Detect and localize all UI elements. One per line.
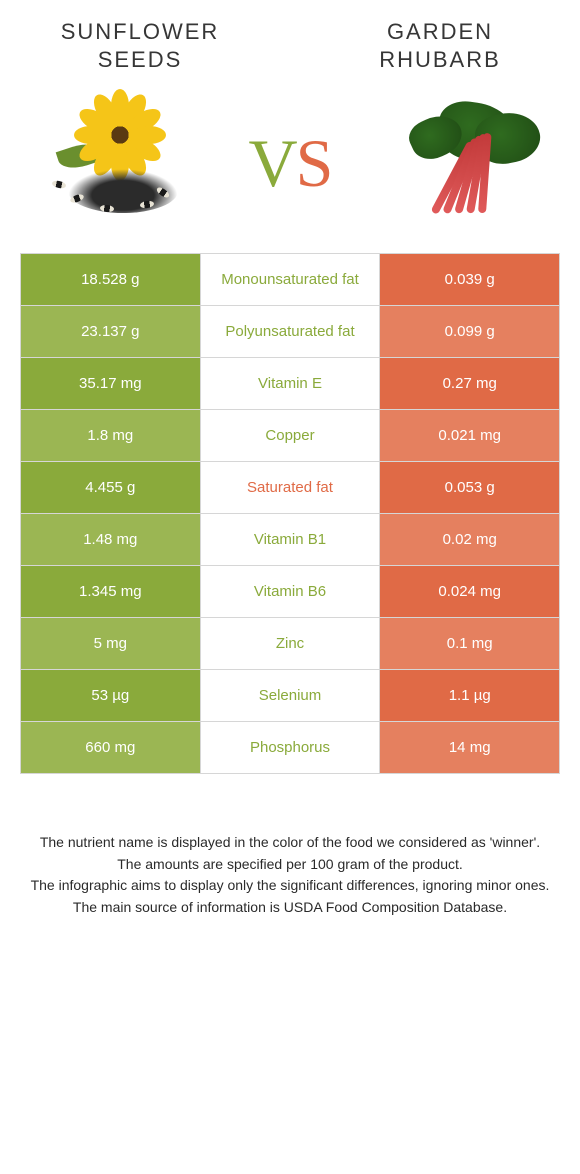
nutrient-right-value: 0.021 mg [380,410,560,462]
table-row: 18.528 gMonounsaturated fat0.039 g [21,254,560,306]
sunflower-icon [92,107,148,163]
nutrient-left-value: 660 mg [21,722,201,774]
table-row: 5 mgZinc0.1 mg [21,618,560,670]
nutrient-label: Vitamin B1 [200,514,380,566]
nutrient-right-value: 0.039 g [380,254,560,306]
nutrient-right-value: 0.1 mg [380,618,560,670]
comparison-header: SUNFLOWERSEEDS GARDENRHUBARB [0,0,580,73]
table-row: 4.455 gSaturated fat0.053 g [21,462,560,514]
nutrient-left-value: 53 µg [21,670,201,722]
nutrient-right-value: 0.053 g [380,462,560,514]
vs-label: VS [249,124,332,203]
nutrient-label: Selenium [200,670,380,722]
nutrient-right-value: 0.27 mg [380,358,560,410]
nutrient-label: Copper [200,410,380,462]
nutrient-right-value: 14 mg [380,722,560,774]
hero-vs-row: VS [0,73,580,253]
garden-rhubarb-image [380,103,550,223]
nutrient-label: Monounsaturated fat [200,254,380,306]
table-row: 1.345 mgVitamin B60.024 mg [21,566,560,618]
table-row: 23.137 gPolyunsaturated fat0.099 g [21,306,560,358]
sunflower-seeds-image [30,103,200,223]
nutrient-left-value: 1.345 mg [21,566,201,618]
food-right-title: GARDENRHUBARB [340,18,540,73]
nutrient-left-value: 5 mg [21,618,201,670]
nutrient-label: Vitamin E [200,358,380,410]
nutrient-label: Zinc [200,618,380,670]
footnote-line: The nutrient name is displayed in the co… [30,832,550,854]
food-left-title: SUNFLOWERSEEDS [40,18,240,73]
nutrient-label: Phosphorus [200,722,380,774]
footnote-line: The amounts are specified per 100 gram o… [30,854,550,876]
nutrition-table: 18.528 gMonounsaturated fat0.039 g23.137… [20,253,560,774]
table-row: 1.48 mgVitamin B10.02 mg [21,514,560,566]
footnote-line: The main source of information is USDA F… [30,897,550,919]
nutrient-label: Vitamin B6 [200,566,380,618]
table-row: 1.8 mgCopper0.021 mg [21,410,560,462]
nutrient-label: Polyunsaturated fat [200,306,380,358]
table-row: 35.17 mgVitamin E0.27 mg [21,358,560,410]
nutrition-table-body: 18.528 gMonounsaturated fat0.039 g23.137… [21,254,560,774]
footnotes: The nutrient name is displayed in the co… [30,832,550,919]
nutrient-right-value: 1.1 µg [380,670,560,722]
nutrient-left-value: 35.17 mg [21,358,201,410]
nutrient-left-value: 23.137 g [21,306,201,358]
footnote-line: The infographic aims to display only the… [30,875,550,897]
nutrient-label: Saturated fat [200,462,380,514]
nutrient-right-value: 0.099 g [380,306,560,358]
nutrient-right-value: 0.02 mg [380,514,560,566]
nutrient-right-value: 0.024 mg [380,566,560,618]
vs-s: S [296,125,332,201]
nutrient-left-value: 4.455 g [21,462,201,514]
nutrient-left-value: 18.528 g [21,254,201,306]
table-row: 53 µgSelenium1.1 µg [21,670,560,722]
nutrient-left-value: 1.8 mg [21,410,201,462]
vs-v: V [249,125,296,201]
table-row: 660 mgPhosphorus14 mg [21,722,560,774]
nutrient-left-value: 1.48 mg [21,514,201,566]
